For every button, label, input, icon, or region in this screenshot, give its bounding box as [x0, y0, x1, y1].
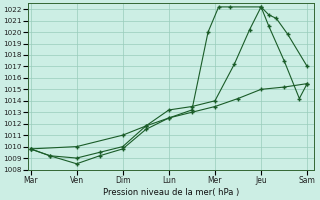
X-axis label: Pression niveau de la mer( hPa ): Pression niveau de la mer( hPa )	[103, 188, 239, 197]
